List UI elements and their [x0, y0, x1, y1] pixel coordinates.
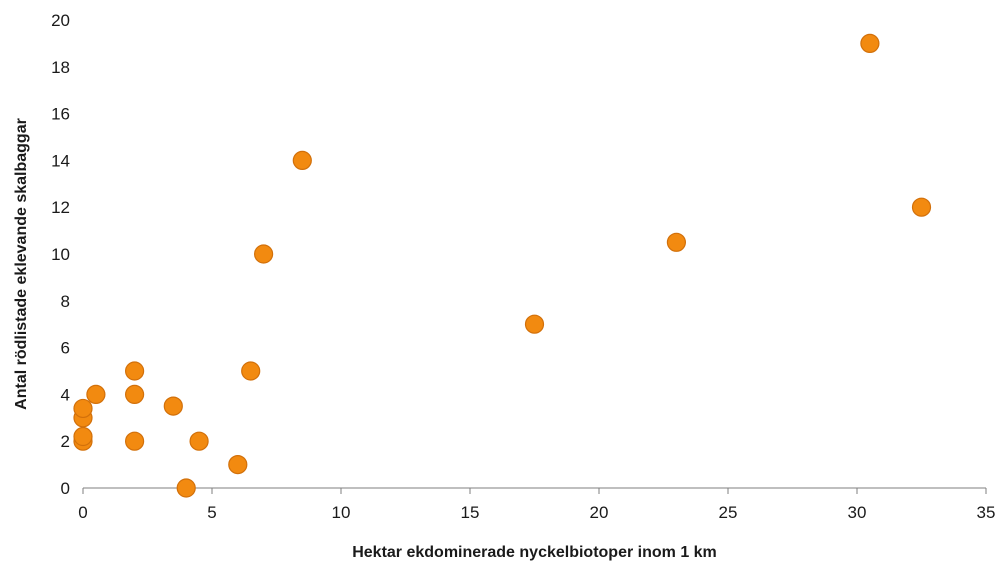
y-tick-label: 6	[61, 339, 70, 358]
y-axis-title: Antal rödlistade eklevande skalbaggar	[13, 118, 30, 410]
x-tick-label: 35	[977, 503, 996, 522]
data-point	[860, 33, 880, 54]
data-point	[911, 197, 932, 217]
x-axis-ticks: 0 5 10 15 20 25 30 35	[78, 488, 995, 522]
data-point	[125, 384, 145, 404]
x-tick-label: 25	[719, 503, 738, 522]
data-point	[228, 455, 248, 475]
data-point	[524, 314, 545, 334]
data-point	[73, 398, 93, 419]
data-point	[73, 426, 93, 447]
y-tick-label: 10	[51, 245, 70, 264]
data-point	[125, 431, 145, 451]
data-point	[292, 150, 312, 170]
data-point	[86, 384, 106, 404]
y-axis-ticks: 0 2 4 6 8 10 12 14 16 18 20	[51, 11, 70, 498]
data-point	[189, 431, 209, 451]
x-tick-label: 20	[590, 503, 609, 522]
data-point	[254, 244, 274, 264]
y-tick-label: 2	[61, 432, 70, 451]
x-tick-label: 30	[848, 503, 867, 522]
data-point	[125, 361, 145, 381]
y-tick-label: 8	[61, 292, 70, 311]
y-tick-label: 4	[61, 385, 70, 404]
y-tick-label: 16	[51, 105, 70, 124]
data-point	[241, 361, 261, 381]
data-point	[163, 396, 183, 416]
y-tick-label: 20	[51, 11, 70, 30]
x-axis-title: Hektar ekdominerade nyckelbiotoper inom …	[352, 544, 717, 561]
y-tick-label: 14	[51, 151, 70, 170]
data-points	[73, 33, 932, 498]
data-point	[666, 232, 687, 252]
y-tick-label: 0	[61, 479, 70, 498]
x-tick-label: 15	[461, 503, 480, 522]
data-point	[176, 478, 196, 498]
x-tick-label: 10	[332, 503, 351, 522]
x-tick-label: 0	[78, 503, 87, 522]
y-tick-label: 18	[51, 58, 70, 77]
y-tick-label: 12	[51, 198, 70, 217]
x-tick-label: 5	[207, 503, 216, 522]
